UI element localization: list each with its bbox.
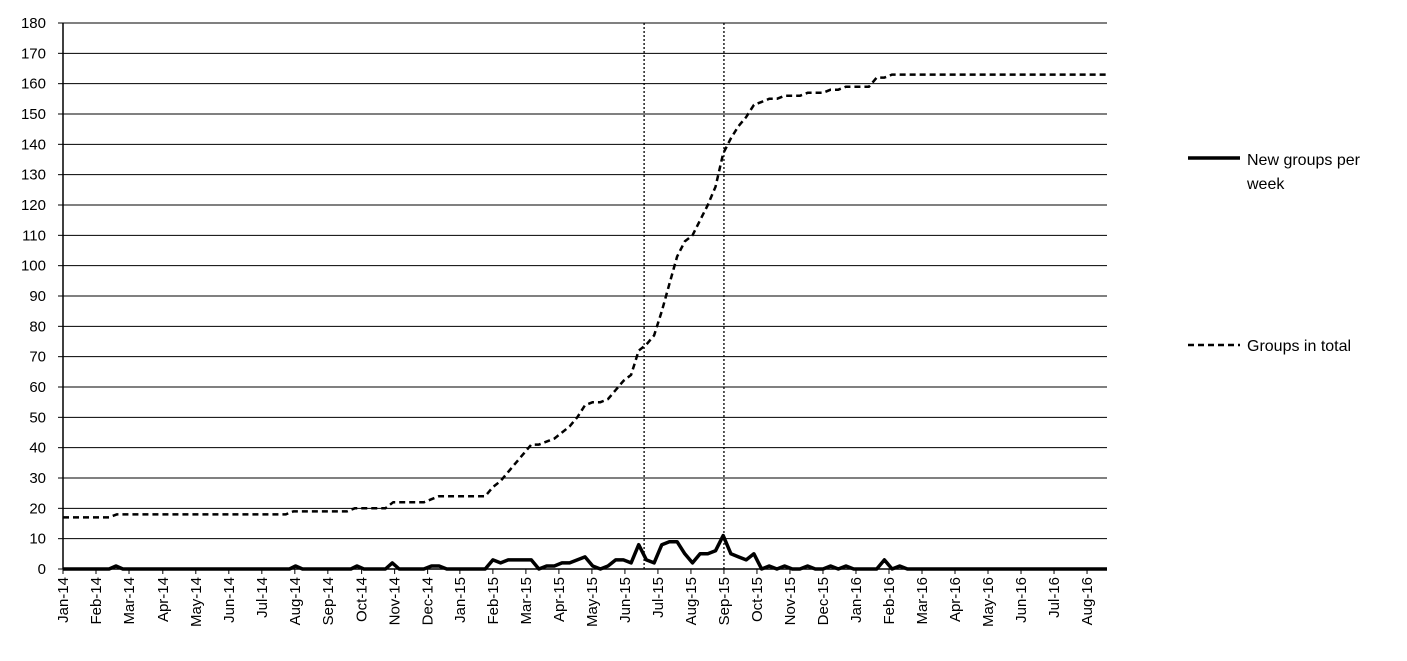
reference-lines: [643, 23, 725, 569]
x-tick-label: Aug-16: [1079, 577, 1096, 625]
x-tick-label: Mar-15: [518, 577, 535, 625]
x-tick-label: Jan-14: [55, 577, 72, 623]
x-tick-label: Dec-15: [815, 577, 832, 625]
x-tick-label: Dec-14: [420, 577, 437, 625]
x-tick-label: Jun-16: [1013, 577, 1030, 623]
y-tick-label: 40: [29, 440, 46, 457]
y-tick-label: 160: [21, 76, 46, 93]
x-tick-label: Mar-16: [914, 577, 931, 625]
x-tick-label: Jun-15: [617, 577, 634, 623]
y-tick-label: 20: [29, 500, 46, 517]
x-tick-label: May-14: [188, 577, 205, 627]
x-tick-labels: Jan-14 Feb-14 Mar-14 Apr-14 May-14 Jun-14 Jul-…: [55, 569, 1096, 627]
y-tick-label: 170: [21, 45, 46, 62]
x-tick-label: Feb-14: [88, 577, 105, 625]
x-tick-label: Jul-16: [1046, 577, 1063, 618]
x-tick-label: Jun-14: [221, 577, 238, 623]
x-tick-label: Jul-15: [650, 577, 667, 618]
series-new-groups-per-week: [63, 533, 1107, 571]
y-tick-label: 30: [29, 470, 46, 487]
y-tick-labels: 0 10 20 30 40 50 60 70 80 90 100 110 120 130 140 150 160…: [21, 15, 63, 578]
x-tick-label: Mar-14: [121, 577, 138, 625]
x-tick-label: May-15: [584, 577, 601, 627]
x-tick-label: Nov-15: [782, 577, 799, 625]
y-tick-label: 100: [21, 258, 46, 275]
x-tick-label: Feb-15: [485, 577, 502, 625]
legend-label-new-groups: New groups per week: [1246, 152, 1364, 193]
legend-item-groups-total: Groups in total: [1188, 338, 1351, 355]
legend-item-new-groups: New groups per week: [1188, 152, 1364, 193]
y-tick-label: 110: [22, 227, 46, 244]
x-tick-label: Jan-16: [848, 577, 865, 623]
y-tick-label: 80: [29, 318, 46, 335]
y-tick-label: 10: [29, 531, 46, 548]
y-tick-label: 180: [21, 15, 46, 32]
y-tick-label: 50: [29, 409, 46, 426]
y-tick-label: 130: [21, 167, 46, 184]
gridlines: [63, 22, 1107, 540]
x-tick-label: May-16: [980, 577, 997, 627]
y-tick-label: 90: [29, 288, 46, 305]
x-tick-label: Apr-16: [947, 577, 964, 622]
x-tick-label: Oct-15: [749, 577, 766, 622]
legend-label-groups-total: Groups in total: [1247, 338, 1351, 355]
x-tick-label: Jan-15: [452, 577, 469, 623]
x-tick-label: Apr-15: [551, 577, 568, 622]
y-tick-label: 70: [29, 349, 46, 366]
legend: New groups per week Groups in total: [1188, 152, 1364, 355]
y-tick-label: 150: [21, 106, 46, 123]
series-groups-in-total: [63, 73, 1107, 519]
x-tick-label: Aug-14: [287, 577, 304, 625]
y-tick-label: 0: [38, 561, 46, 578]
series-lines: [63, 73, 1107, 571]
y-tick-label: 120: [21, 197, 46, 214]
x-tick-label: Apr-14: [155, 577, 172, 622]
y-tick-label: 60: [29, 379, 46, 396]
x-tick-label: Aug-15: [683, 577, 700, 625]
x-tick-label: Jul-14: [254, 577, 271, 618]
y-tick-label: 140: [21, 136, 46, 153]
x-tick-label: Oct-14: [354, 577, 371, 622]
x-tick-label: Sep-14: [320, 577, 337, 625]
x-tick-label: Feb-16: [881, 577, 898, 625]
x-tick-label: Nov-14: [387, 577, 404, 625]
x-tick-label: Sep-15: [716, 577, 733, 625]
